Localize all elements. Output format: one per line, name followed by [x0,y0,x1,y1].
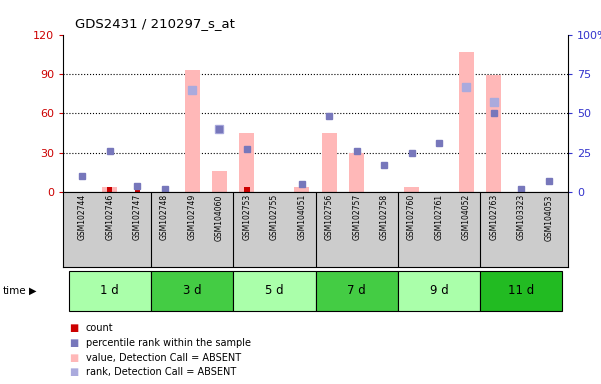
Text: GSM104051: GSM104051 [297,194,307,240]
Text: count: count [86,323,114,333]
Bar [480,271,563,311]
Text: ■: ■ [69,338,78,348]
Text: percentile rank within the sample: percentile rank within the sample [86,338,251,348]
Text: 9 d: 9 d [430,285,448,297]
Bar [151,271,233,311]
Text: GSM102744: GSM102744 [78,194,87,240]
Text: GSM102753: GSM102753 [242,194,251,240]
Text: 7 d: 7 d [347,285,366,297]
Bar [102,187,117,192]
Text: GSM102749: GSM102749 [188,194,197,240]
Text: GSM102761: GSM102761 [435,194,444,240]
Text: rank, Detection Call = ABSENT: rank, Detection Call = ABSENT [86,367,236,377]
Bar [349,153,364,192]
Text: 3 d: 3 d [183,285,201,297]
Text: 1 d: 1 d [100,285,119,297]
Text: GSM102756: GSM102756 [325,194,334,240]
Text: ▶: ▶ [29,286,36,296]
Bar [316,271,398,311]
Bar [69,271,151,311]
Bar [404,187,419,192]
Text: GSM104060: GSM104060 [215,194,224,241]
Text: GSM102747: GSM102747 [133,194,142,240]
Text: 11 d: 11 d [508,285,534,297]
Text: ■: ■ [69,353,78,362]
Text: GSM102763: GSM102763 [489,194,498,240]
Bar [233,271,316,311]
Text: GSM102748: GSM102748 [160,194,169,240]
Bar [294,187,310,192]
Bar [244,187,249,192]
Text: GSM102746: GSM102746 [105,194,114,240]
Bar [322,133,337,192]
Text: GSM102758: GSM102758 [380,194,389,240]
Text: GSM102755: GSM102755 [270,194,279,240]
Text: ■: ■ [69,367,78,377]
Bar [135,188,140,192]
Text: GSM102760: GSM102760 [407,194,416,240]
Bar [107,187,112,192]
Bar [398,271,480,311]
Text: value, Detection Call = ABSENT: value, Detection Call = ABSENT [86,353,241,362]
Text: GSM103323: GSM103323 [517,194,526,240]
Bar [459,51,474,192]
Text: ■: ■ [69,323,78,333]
Text: 5 d: 5 d [265,285,284,297]
Text: GSM104052: GSM104052 [462,194,471,240]
Bar [239,133,254,192]
Text: GSM102757: GSM102757 [352,194,361,240]
Bar [185,70,200,192]
Text: time: time [3,286,26,296]
Bar [486,75,501,192]
Text: GDS2431 / 210297_s_at: GDS2431 / 210297_s_at [75,17,235,30]
Text: GSM104053: GSM104053 [545,194,554,241]
Bar [212,171,227,192]
